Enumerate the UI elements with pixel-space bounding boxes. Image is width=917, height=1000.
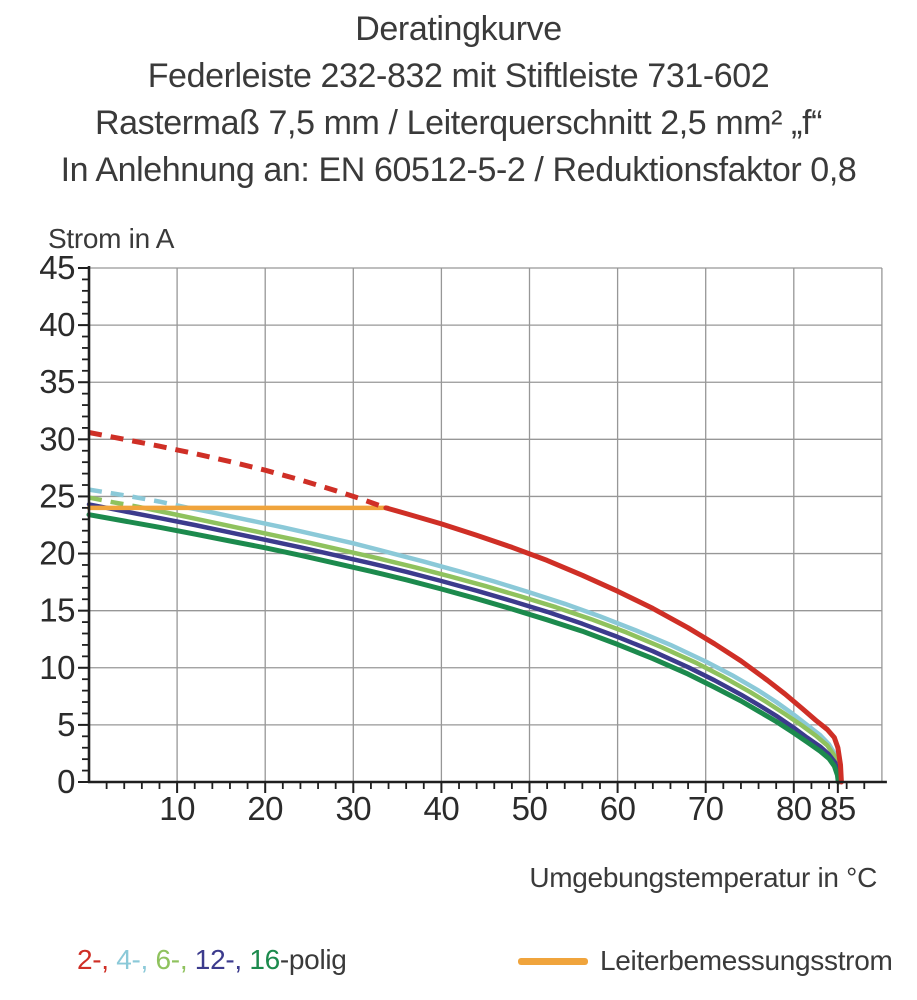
x-tick-label-10: 10 [159, 790, 195, 827]
series-6-polig-dashed-line [88, 495, 138, 509]
legend-pole-segment: 4-, [116, 944, 156, 975]
legend-poles: 2-, 4-, 6-, 12-, 16-polig [77, 944, 347, 976]
y-tick-label-40: 40 [39, 306, 75, 343]
legend-pole-segment: 2-, [77, 944, 117, 975]
x-tick-label-30: 30 [335, 790, 371, 827]
series-2-polig-dashed-line [88, 430, 387, 511]
y-tick-label-10: 10 [39, 649, 75, 686]
y-tick-label-5: 5 [57, 706, 75, 743]
series-4-polig-solid-line [183, 505, 842, 785]
y-tick-label-25: 25 [39, 477, 75, 514]
series-2-polig-solid-line [383, 505, 844, 785]
rated-current-line-swatch [518, 957, 588, 965]
y-tick-label-35: 35 [39, 363, 75, 400]
rated-current-label: Leiterbemessungsstrom [600, 945, 893, 976]
x-tick-label-85: 85 [820, 790, 856, 827]
legend-pole-segment: 12-, [194, 944, 250, 975]
series-16-polig-solid-line [86, 512, 841, 785]
title-line-1: Deratingkurve [355, 10, 562, 48]
x-tick-label-50: 50 [512, 790, 548, 827]
series-12-polig-solid-line [86, 502, 841, 785]
legend-pole-segment: 16 [249, 944, 280, 975]
x-tick-label-20: 20 [247, 790, 283, 827]
series-6-polig-solid-line [135, 504, 842, 785]
series-4-polig-dashed-line [88, 487, 187, 510]
y-axis-title: Strom in A [48, 223, 175, 254]
chart-title-block: Deratingkurve Federleiste 232-832 mit St… [0, 6, 917, 194]
x-tick-label-70: 70 [688, 790, 724, 827]
legend-pole-segment: 6-, [155, 944, 195, 975]
legend-rated-current: Leiterbemessungsstrom [518, 944, 893, 978]
y-tick-label-30: 30 [39, 420, 75, 457]
x-tick-label-60: 60 [600, 790, 636, 827]
x-tick-label-40: 40 [424, 790, 460, 827]
y-tick-label-45: 45 [39, 249, 75, 286]
legend-pole-segment: -polig [279, 944, 347, 975]
title-line-2: Federleiste 232-832 mit Stiftleiste 731-… [147, 57, 770, 95]
x-tick-label-80: 80 [776, 790, 812, 827]
y-tick-label-0: 0 [57, 763, 75, 800]
x-axis-title: Umgebungstemperatur in °C [529, 862, 877, 893]
y-tick-label-15: 15 [39, 592, 75, 629]
y-tick-label-20: 20 [39, 535, 75, 572]
title-line-4: In Anlehnung an: EN 60512-5-2 / Reduktio… [60, 151, 857, 189]
title-line-3: Rastermaß 7,5 mm / Leiterquerschnitt 2,5… [94, 104, 823, 142]
